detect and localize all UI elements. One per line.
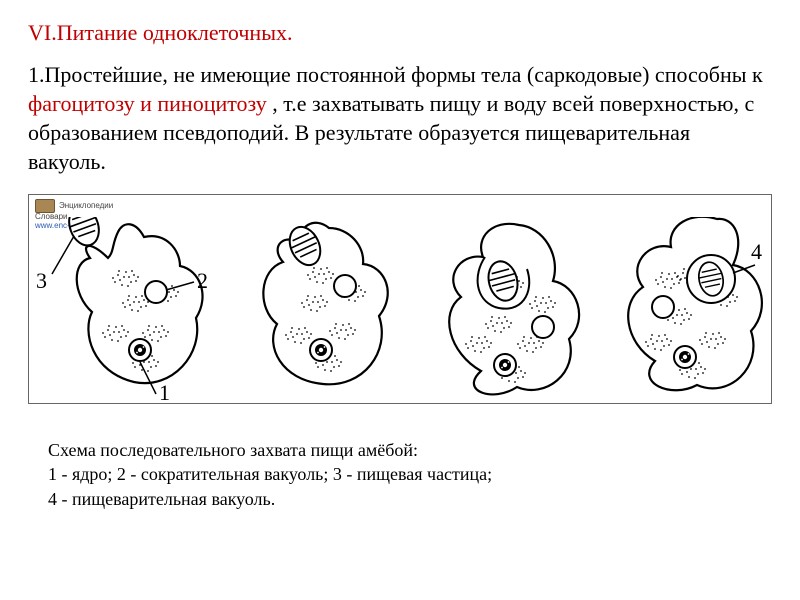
badge-line1: Энциклопедии [59, 201, 113, 210]
amoeba-stage-1: 1 2 3 [36, 217, 208, 403]
para-pre: 1.Простейшие, не имеющие постоянной форм… [28, 62, 763, 87]
section-title: VI.Питание одноклеточных. [28, 20, 772, 46]
caption-line-1: Схема последовательного захвата пищи амё… [48, 438, 772, 462]
caption-line-3: 4 - пищеварительная вакуоль. [48, 487, 772, 511]
amoeba-diagram: 1 2 3 [29, 217, 773, 403]
amoeba-stage-3 [449, 224, 579, 395]
caption-line-2: 1 - ядро; 2 - сократительная вакуоль; 3 … [48, 462, 772, 486]
amoeba-stage-2 [263, 222, 387, 384]
body-paragraph: 1.Простейшие, не имеющие постоянной форм… [28, 60, 772, 176]
label-2: 2 [197, 268, 208, 293]
amoeba-stage-4: 4 [628, 217, 762, 390]
slide: VI.Питание одноклеточных. 1.Простейшие, … [0, 0, 800, 600]
label-4: 4 [751, 239, 762, 264]
label-1: 1 [159, 380, 170, 403]
figure-caption: Схема последовательного захвата пищи амё… [28, 438, 772, 511]
label-3: 3 [36, 268, 47, 293]
figure-container: Энциклопедии Словари www.enc-dic.com [28, 194, 772, 404]
book-icon [35, 199, 55, 213]
para-highlight: фагоцитозу и пиноцитозу [28, 91, 272, 116]
